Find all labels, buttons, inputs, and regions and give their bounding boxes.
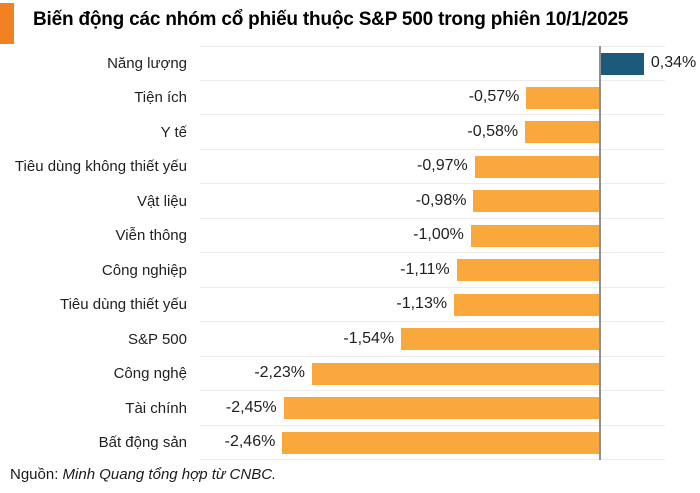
chart-row: Năng lượng 0,34% <box>0 46 700 81</box>
chart-title: Biến động các nhóm cổ phiếu thuộc S&P 50… <box>33 9 629 30</box>
bar <box>283 397 600 419</box>
plot-cell: -1,11% <box>200 253 665 288</box>
value-label: -0,97% <box>417 157 468 175</box>
plot-cell: -0,98% <box>200 184 665 219</box>
category-label: Tiêu dùng không thiết yếu <box>14 158 187 176</box>
chart-row: Viễn thông -1,00% <box>0 219 700 253</box>
value-label: -2,46% <box>224 433 276 451</box>
title-accent-square <box>0 3 14 44</box>
bar <box>474 155 600 178</box>
bar <box>454 293 600 316</box>
plot-cell: 0,34% <box>200 46 696 81</box>
chart-row: Công nghệ -2,23% <box>0 357 700 391</box>
bar <box>470 224 600 247</box>
plot-cell: -1,13% <box>200 288 665 322</box>
chart-row: Vật liệu -0,98% <box>0 184 700 219</box>
category-label: Công nghệ <box>113 365 187 383</box>
value-label: -1,13% <box>396 295 448 313</box>
category-label: Tiêu dùng thiết yếu <box>59 296 187 314</box>
category-label: Tiện ích <box>134 89 187 107</box>
chart-row: Công nghiệp -1,11% <box>0 253 700 288</box>
value-label: -2,23% <box>254 364 306 382</box>
source-prefix: Nguồn: <box>10 466 59 483</box>
value-label: -0,57% <box>468 88 520 106</box>
category-label: Công nghiệp <box>101 261 187 279</box>
value-label: -0,58% <box>467 122 519 140</box>
category-label: S&P 500 <box>128 330 187 348</box>
bar <box>282 431 600 454</box>
bar <box>312 362 600 385</box>
value-label: -1,00% <box>413 226 464 244</box>
bar <box>401 328 600 350</box>
category-label: Viễn thông <box>115 227 187 245</box>
chart-row: Tiêu dùng không thiết yếu -0,97% <box>0 150 700 184</box>
plot-cell: -2,23% <box>200 357 665 391</box>
value-label: -1,54% <box>343 329 395 347</box>
source-note: Nguồn: Minh Quang tổng hợp từ CNBC. <box>10 466 276 483</box>
chart-row: Bất động sản -2,46% <box>0 426 700 460</box>
category-label: Vật liệu <box>136 192 187 210</box>
chart-rows: Năng lượng 0,34% Tiện ích -0,57% Y tế -0,58% T… <box>0 46 700 460</box>
plot-cell: -0,97% <box>200 150 665 184</box>
category-label: Tài chính <box>125 399 187 417</box>
chart-row: Tiêu dùng thiết yếu -1,13% <box>0 288 700 322</box>
bar <box>526 86 600 109</box>
value-label: -0,98% <box>415 191 467 209</box>
bar <box>525 121 600 143</box>
bar <box>600 53 644 75</box>
category-label: Bất động sản <box>98 434 187 452</box>
chart-row: Y tế -0,58% <box>0 115 700 150</box>
bar <box>473 190 600 212</box>
plot-cell: -0,58% <box>200 115 665 150</box>
chart-row: Tài chính -2,45% <box>0 391 700 426</box>
value-label: 0,34% <box>650 54 697 72</box>
zero-axis-line <box>599 46 601 460</box>
source-text: Minh Quang tổng hợp từ CNBC. <box>62 466 277 483</box>
category-label: Năng lượng <box>107 54 187 72</box>
plot-cell: -1,54% <box>200 322 665 357</box>
value-label: -1,11% <box>400 260 450 278</box>
plot-cell: -1,00% <box>200 219 665 253</box>
plot-cell: -0,57% <box>200 81 665 115</box>
bar <box>456 259 600 281</box>
plot-cell: -2,45% <box>200 391 665 426</box>
chart-row: Tiện ích -0,57% <box>0 81 700 115</box>
bar-chart: Năng lượng 0,34% Tiện ích -0,57% Y tế -0,58% T… <box>0 46 700 460</box>
plot-cell: -2,46% <box>200 426 665 460</box>
value-label: -2,45% <box>225 398 277 416</box>
category-label: Y tế <box>160 123 187 141</box>
chart-row: S&P 500 -1,54% <box>0 322 700 357</box>
